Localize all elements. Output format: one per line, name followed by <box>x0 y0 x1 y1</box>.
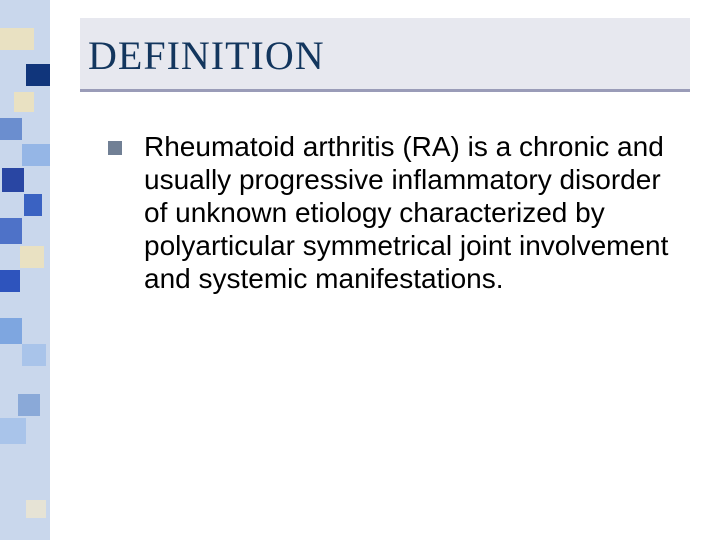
bullet-item: Rheumatoid arthritis (RA) is a chronic a… <box>108 130 690 295</box>
deco-block <box>0 118 22 140</box>
deco-block <box>16 296 42 316</box>
body-paragraph: Rheumatoid arthritis (RA) is a chronic a… <box>144 130 690 295</box>
deco-block <box>2 168 24 192</box>
deco-block <box>0 218 22 244</box>
deco-block <box>20 246 44 268</box>
title-underline <box>80 89 690 92</box>
deco-block <box>14 92 34 112</box>
deco-block <box>22 344 46 366</box>
deco-block <box>26 500 46 518</box>
deco-block <box>24 194 42 216</box>
deco-block <box>0 418 26 444</box>
deco-block <box>22 446 44 468</box>
deco-block <box>0 318 22 344</box>
slide-title: DEFINITION <box>88 32 325 79</box>
left-decoration-strip <box>0 0 50 540</box>
deco-block <box>18 394 40 416</box>
deco-block <box>22 144 50 166</box>
square-bullet-icon <box>108 141 122 155</box>
slide-content: Rheumatoid arthritis (RA) is a chronic a… <box>80 130 690 295</box>
deco-block <box>0 28 34 50</box>
deco-block <box>0 368 24 392</box>
deco-block <box>0 270 20 292</box>
slide-main: DEFINITION Rheumatoid arthritis (RA) is … <box>50 0 720 540</box>
title-bar: DEFINITION <box>80 18 690 92</box>
deco-block <box>26 64 50 86</box>
